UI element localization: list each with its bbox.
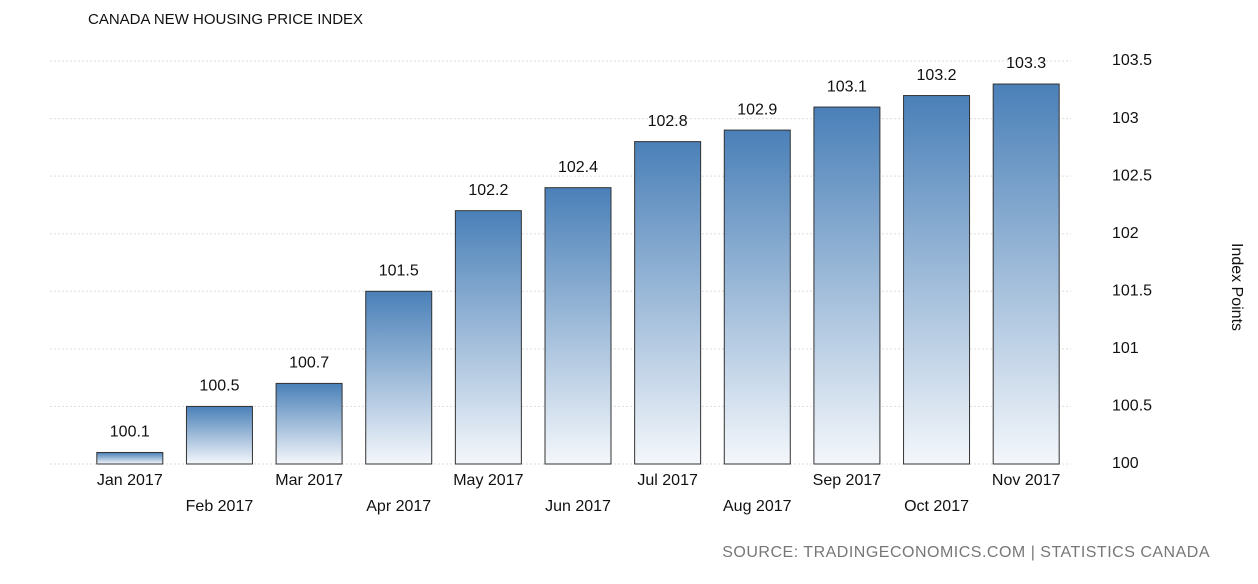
chart-title: CANADA NEW HOUSING PRICE INDEX xyxy=(88,11,363,28)
x-tick-label: Mar 2017 xyxy=(275,472,343,489)
bar xyxy=(275,382,343,465)
y-tick-label: 102.5 xyxy=(1112,167,1152,184)
x-tick-label: Apr 2017 xyxy=(366,498,431,515)
bar xyxy=(454,210,522,465)
y-tick-label: 101.5 xyxy=(1112,283,1152,300)
value-label: 100.1 xyxy=(110,424,150,441)
x-tick-label: Feb 2017 xyxy=(186,498,254,515)
x-tick-label: Aug 2017 xyxy=(723,498,792,515)
value-label: 102.4 xyxy=(558,159,598,176)
x-tick-label: Nov 2017 xyxy=(992,472,1061,489)
x-tick-label: Oct 2017 xyxy=(904,498,969,515)
bar xyxy=(723,129,791,465)
value-label: 102.2 xyxy=(468,182,508,199)
bar xyxy=(544,187,612,465)
bar xyxy=(185,405,253,465)
y-tick-label: 103.5 xyxy=(1112,52,1152,69)
source: SOURCE: TRADINGECONOMICS.COM | STATISTIC… xyxy=(722,544,1210,561)
bar xyxy=(813,106,881,465)
bar xyxy=(365,290,433,465)
x-tick-label: May 2017 xyxy=(453,472,523,489)
x-tick-label: Jan 2017 xyxy=(97,472,163,489)
value-label: 102.9 xyxy=(737,101,777,118)
bar xyxy=(992,83,1060,465)
value-label: 100.7 xyxy=(289,355,329,372)
y-tick-label: 100.5 xyxy=(1112,398,1152,415)
value-label: 101.5 xyxy=(379,263,419,280)
y-tick-label: 101 xyxy=(1112,340,1139,357)
bar xyxy=(634,141,702,465)
value-label: 103.1 xyxy=(827,78,867,95)
x-tick-label: Sep 2017 xyxy=(813,472,882,489)
value-label: 103.2 xyxy=(917,67,957,84)
bar xyxy=(96,451,164,465)
y-tick-label: 102 xyxy=(1112,225,1139,242)
value-label: 103.3 xyxy=(1006,55,1046,72)
y-axis-label: Index Points xyxy=(1228,243,1245,331)
y-tick-label: 103 xyxy=(1112,110,1139,127)
value-label: 100.5 xyxy=(199,378,239,395)
y-tick-label: 100 xyxy=(1112,455,1139,472)
value-label: 102.8 xyxy=(648,113,688,130)
bar xyxy=(903,95,971,465)
x-tick-label: Jul 2017 xyxy=(637,472,698,489)
x-tick-label: Jun 2017 xyxy=(545,498,611,515)
